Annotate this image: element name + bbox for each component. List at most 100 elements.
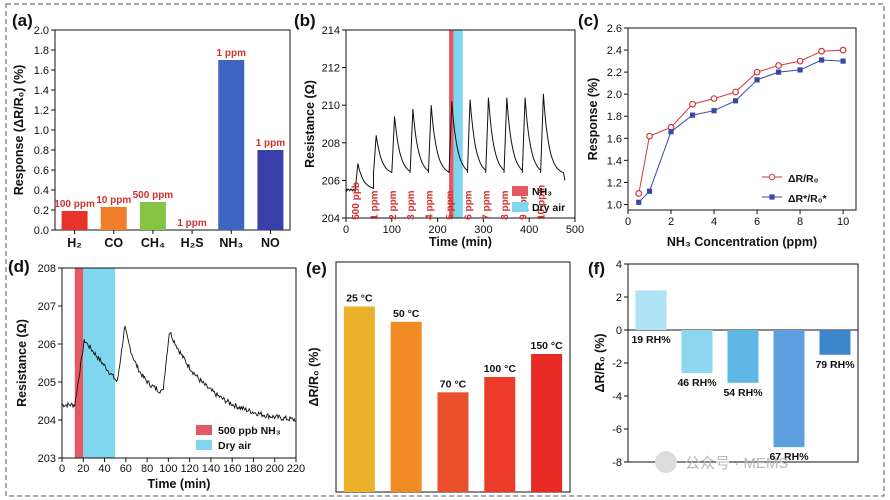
y-tick-label: 2.6	[607, 23, 622, 35]
data-point	[775, 69, 782, 75]
bar	[390, 321, 422, 492]
y-tick-label: 1.0	[607, 199, 622, 211]
legend-label: NH₃	[532, 186, 552, 198]
bar	[484, 377, 516, 492]
bar	[218, 60, 245, 230]
data-point	[646, 188, 653, 194]
x-tick-label: CO	[104, 236, 123, 250]
x-tick-label: 100	[383, 224, 401, 236]
x-tick-label: 160	[223, 463, 241, 475]
data-point	[646, 132, 653, 140]
data-point	[689, 100, 696, 108]
x-tick-label: 400	[520, 224, 538, 236]
bar-value-label: 100 ppm	[54, 199, 95, 210]
pulse-concentration-label: 4 ppm	[424, 190, 435, 220]
resistance-curve	[345, 93, 566, 192]
y-tick-label: 204	[322, 213, 340, 225]
bar-value-label: 25 °C	[346, 292, 373, 304]
panel-label: (b)	[294, 11, 316, 30]
bar	[343, 306, 375, 492]
resistance-curve	[61, 325, 296, 422]
pulse-concentration-label: 8 ppm	[500, 190, 511, 220]
y-tick-label: 210	[322, 100, 340, 112]
data-point	[710, 95, 718, 102]
panel-label: (a)	[12, 11, 33, 30]
panel-d: 203 204 205 206 207 208 0 20 40 60 80 100 120 140 160 1…	[8, 257, 305, 491]
y-tick-label: 208	[38, 263, 56, 275]
dry-air-band	[83, 268, 116, 458]
bar	[773, 330, 805, 448]
y-tick-label: 0	[616, 325, 622, 337]
y-tick-label: 2	[616, 292, 622, 304]
y-tick-label: 1.4	[34, 85, 49, 97]
y-axis-label: Response (ΔR/R₀) (%)	[12, 65, 26, 196]
pulse-concentration-label: 6 ppm	[463, 190, 474, 220]
bar	[819, 330, 851, 355]
figure-border	[5, 3, 885, 497]
bar-value-label: 1 ppm	[256, 138, 286, 149]
y-tick-label: 206	[38, 339, 56, 351]
x-tick-label: 0	[59, 463, 65, 475]
legend-label: Dry air	[218, 440, 251, 452]
y-tick-label: 1.0	[34, 125, 49, 137]
x-tick-label: 220	[287, 463, 305, 475]
y-tick-label: 1.8	[607, 111, 622, 123]
x-tick-label: NO	[261, 236, 280, 250]
data-point	[775, 62, 782, 69]
data-point	[753, 68, 761, 76]
dry-air-band	[453, 30, 463, 218]
bar-value-label: 70 °C	[440, 378, 467, 390]
y-tick-label: 2.0	[607, 89, 622, 101]
x-tick-label: 180	[244, 463, 262, 475]
y-axis-label: Resistance (Ω)	[15, 319, 29, 407]
y-tick-label: 1.8	[34, 45, 49, 57]
y-tick-label: 212	[322, 63, 340, 75]
x-tick-label: CH₄	[141, 236, 165, 250]
data-point	[754, 77, 760, 83]
x-axis-label: NH₃ Concentration (ppm)	[667, 235, 817, 249]
y-tick-label: 2.0	[34, 25, 49, 37]
legend-swatch-dry-air	[196, 440, 212, 450]
y-tick-label: 206	[322, 175, 340, 187]
y-tick-label: 0.6	[34, 165, 49, 177]
y-tick-label: -2	[612, 358, 622, 370]
x-tick-label: 20	[77, 463, 89, 475]
y-tick-label: 4	[616, 259, 622, 271]
y-tick-label: 1.6	[34, 65, 49, 77]
legend-label: ΔR*/R₀*	[788, 193, 827, 205]
bar	[139, 202, 166, 230]
data-point	[840, 58, 846, 64]
x-tick-label: 6	[754, 216, 760, 228]
y-tick-label: 208	[322, 138, 340, 150]
panel-label: (f)	[588, 259, 605, 278]
bar	[727, 330, 759, 383]
y-tick-label: 2.2	[607, 67, 622, 79]
bar-value-label: 10 ppm	[96, 195, 131, 206]
x-axis-label: Time (min)	[148, 477, 211, 491]
x-tick-label: 0	[625, 216, 631, 228]
x-tick-label: H₂	[67, 236, 82, 250]
y-tick-label: 203	[38, 453, 56, 465]
bar	[531, 354, 563, 492]
data-point	[668, 129, 674, 135]
data-point	[689, 112, 696, 118]
plot-frame	[345, 29, 576, 219]
x-tick-label: 4	[711, 216, 717, 228]
pulse-concentration-label: 5 ppm	[445, 190, 456, 220]
x-tick-label: 10	[837, 216, 849, 228]
x-tick-label: 60	[120, 463, 132, 475]
data-point	[732, 98, 739, 104]
data-point	[732, 88, 739, 96]
data-point	[818, 57, 825, 63]
x-tick-label: 40	[98, 463, 110, 475]
legend-label: 500 ppb NH₃	[218, 425, 281, 437]
y-tick-label: 1.2	[34, 105, 49, 117]
panel-b: 204 206 208 210 212 214 0 100 200 300 400 500 500 pp…	[294, 11, 584, 249]
y-tick-label: 0.8	[34, 145, 49, 157]
pulse-concentration-label: 3 ppm	[406, 190, 417, 220]
panel-label: (c)	[578, 11, 599, 30]
x-tick-label: 8	[797, 216, 803, 228]
x-tick-label: 500	[566, 224, 584, 236]
bar-value-label: 79 RH%	[815, 359, 855, 371]
y-tick-label: 1.2	[607, 177, 622, 189]
